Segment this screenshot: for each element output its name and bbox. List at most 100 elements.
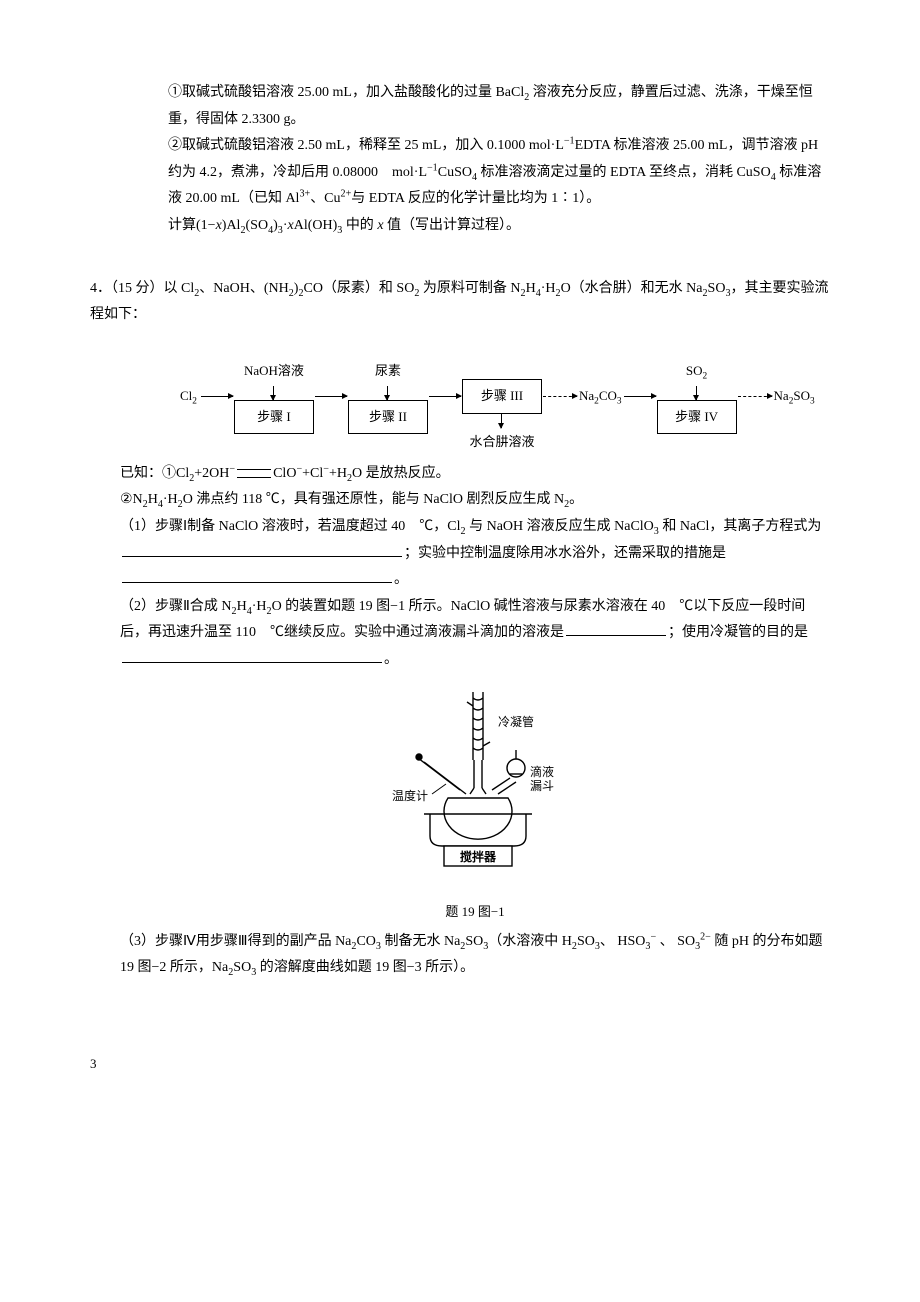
apparatus-svg-icon: 冷凝管 搅拌器 温度计 xyxy=(370,686,580,886)
t: 。 xyxy=(394,572,408,587)
svg-text:滴液: 滴液 xyxy=(530,764,554,779)
t: 、 HSO xyxy=(600,934,646,949)
t: ①取碱式硫酸铝溶液 25.00 mL，加入盐酸酸化的过量 BaCl xyxy=(168,85,524,100)
t: （水溶液中 H xyxy=(488,934,572,949)
arrow-dashed-icon xyxy=(738,396,772,397)
q4-sub-3: （3）步骤Ⅳ用步骤Ⅲ得到的副产品 Na2CO3 制备无水 Na2SO3（水溶液中… xyxy=(120,929,830,982)
t: 与 NaOH 溶液反应生成 NaClO xyxy=(466,519,654,534)
arrow-down-icon xyxy=(273,386,274,400)
cont-para-3: 计算(1−x)Al2(SO4)3·xAl(OH)3 中的 x 值（写出计算过程）… xyxy=(168,213,830,240)
flow-step-2: 步骤 II xyxy=(348,400,428,435)
sup: −1 xyxy=(564,136,575,147)
t: 、NaOH、(NH xyxy=(199,281,288,296)
flow-step-4: 步骤 IV xyxy=(657,400,737,435)
t: ②取碱式硫酸铝溶液 2.50 mL，稀释至 25 mL，加入 0.1000 mo… xyxy=(168,138,564,153)
q4-sub-2: （2）步骤Ⅱ合成 N2H4·H2O 的装置如题 19 图−1 所示。NaClO … xyxy=(120,594,830,674)
flow-diagram: Cl2 NaOH溶液 步骤 I 尿素 步骤 II 步骤 III xyxy=(180,339,830,455)
t: 和 NaCl，其离子方程式为 xyxy=(659,519,822,534)
t: CO（尿素）和 SO xyxy=(303,281,414,296)
svg-text:漏斗: 漏斗 xyxy=(530,779,554,793)
q4-sub-1: （1）步骤Ⅰ制备 NaClO 溶液时，若温度超过 40 ℃，Cl2 与 NaOH… xyxy=(120,514,830,594)
sup: 2+ xyxy=(341,189,352,200)
svg-text:温度计: 温度计 xyxy=(392,788,428,803)
t: 4．（15 分）以 Cl xyxy=(90,281,194,296)
t: 、Cu xyxy=(310,191,340,206)
t: ·H xyxy=(541,281,556,296)
arrow-down-icon xyxy=(696,386,697,400)
t: 。 xyxy=(384,652,398,667)
known-2: ②N2H4·H2O 沸点约 118 ℃，具有强还原性，能与 NaClO 剧烈反应… xyxy=(120,487,830,514)
svg-text:冷凝管: 冷凝管 xyxy=(498,714,534,729)
apparatus-caption: 题 19 图−1 xyxy=(120,900,830,925)
answer-blank[interactable] xyxy=(122,568,392,583)
t: +Cl xyxy=(302,466,323,481)
arrow-icon xyxy=(429,396,461,397)
t: SO xyxy=(577,934,595,949)
answer-blank[interactable] xyxy=(122,542,402,557)
t: 制备无水 Na xyxy=(381,934,460,949)
t: O 是放热反应。 xyxy=(352,466,450,481)
arrow-icon xyxy=(624,396,656,397)
flow-label-naoh: NaOH溶液 xyxy=(244,359,304,384)
t: （3）步骤Ⅳ用步骤Ⅲ得到的副产品 Na xyxy=(120,934,351,949)
answer-blank[interactable] xyxy=(566,621,666,636)
sup: 3+ xyxy=(299,189,310,200)
t: 为原料可制备 N xyxy=(419,281,520,296)
t: +2OH xyxy=(194,466,229,481)
t: O（水合肼）和无水 Na xyxy=(561,281,703,296)
t: ClO xyxy=(273,466,296,481)
t: 的溶解度曲线如题 19 图−3 所示）。 xyxy=(256,960,474,975)
t: （2）步骤Ⅱ合成 N xyxy=(120,599,232,614)
t: Al(OH) xyxy=(294,218,338,233)
t: 。 xyxy=(569,492,583,507)
question-4: 4．（15 分）以 Cl2、NaOH、(NH2)2CO（尿素）和 SO2 为原料… xyxy=(90,276,830,982)
spacer xyxy=(500,339,503,364)
known-1: 已知：①Cl2+2OH−ClO−+Cl−+H2O 是放热反应。 xyxy=(120,461,830,488)
arrow-icon xyxy=(201,396,233,397)
t: 标准溶液滴定过量的 EDTA 至终点，消耗 CuSO xyxy=(477,165,771,180)
equals-line-icon xyxy=(237,469,271,478)
cont-para-1: ①取碱式硫酸铝溶液 25.00 mL，加入盐酸酸化的过量 BaCl2 溶液充分反… xyxy=(168,80,830,133)
t: 已知： xyxy=(120,466,162,481)
flow-label-urea: 尿素 xyxy=(375,359,401,384)
t: H xyxy=(148,492,158,507)
svg-text:搅拌器: 搅拌器 xyxy=(460,849,497,864)
t: SO xyxy=(465,934,483,949)
t: （1）步骤Ⅰ制备 NaClO 溶液时，若温度超过 40 ℃，Cl xyxy=(120,519,461,534)
arrow-dashed-icon xyxy=(543,396,577,397)
answer-blank[interactable] xyxy=(122,648,382,663)
t: )Al xyxy=(222,218,241,233)
cont-para-2: ②取碱式硫酸铝溶液 2.50 mL，稀释至 25 mL，加入 0.1000 mo… xyxy=(168,133,830,213)
t: 值（写出计算过程）。 xyxy=(384,218,521,233)
t: O 沸点约 118 ℃，具有强还原性，能与 NaClO 剧烈反应生成 N xyxy=(183,492,564,507)
t: ①Cl xyxy=(162,466,189,481)
t: SO xyxy=(708,281,726,296)
flow-cl2: Cl2 xyxy=(180,384,197,409)
page-number: 3 xyxy=(90,1052,830,1077)
t: ；使用冷凝管的目的是 xyxy=(668,625,808,640)
flow-na2so3: Na2SO3 xyxy=(774,384,815,409)
sup: −1 xyxy=(427,162,438,173)
apparatus-figure: 冷凝管 搅拌器 温度计 xyxy=(120,686,830,925)
t: 与 EDTA 反应的化学计量比均为 1∶1）。 xyxy=(351,191,600,206)
t: 中的 xyxy=(342,218,377,233)
t: +H xyxy=(329,466,347,481)
t: 计算(1− xyxy=(168,218,216,233)
t: ②N xyxy=(120,492,143,507)
arrow-down-icon xyxy=(387,386,388,400)
flow-label-so2: SO2 xyxy=(686,359,707,384)
q4-head: 4．（15 分）以 Cl2、NaOH、(NH2)2CO（尿素）和 SO2 为原料… xyxy=(90,276,830,329)
t: (SO xyxy=(246,218,269,233)
flow-step-1: 步骤 I xyxy=(234,400,314,435)
t: ·H xyxy=(163,492,178,507)
t: ·H xyxy=(252,599,267,614)
arrow-down-icon xyxy=(501,414,502,428)
t: H xyxy=(237,599,247,614)
t: 、 SO xyxy=(656,934,695,949)
t: CO xyxy=(356,934,375,949)
arrow-icon xyxy=(315,396,347,397)
t: SO xyxy=(233,960,251,975)
t: CuSO xyxy=(438,165,472,180)
flow-step-3: 步骤 III xyxy=(462,379,542,414)
flow-na2co3: Na2CO3 xyxy=(579,384,622,409)
